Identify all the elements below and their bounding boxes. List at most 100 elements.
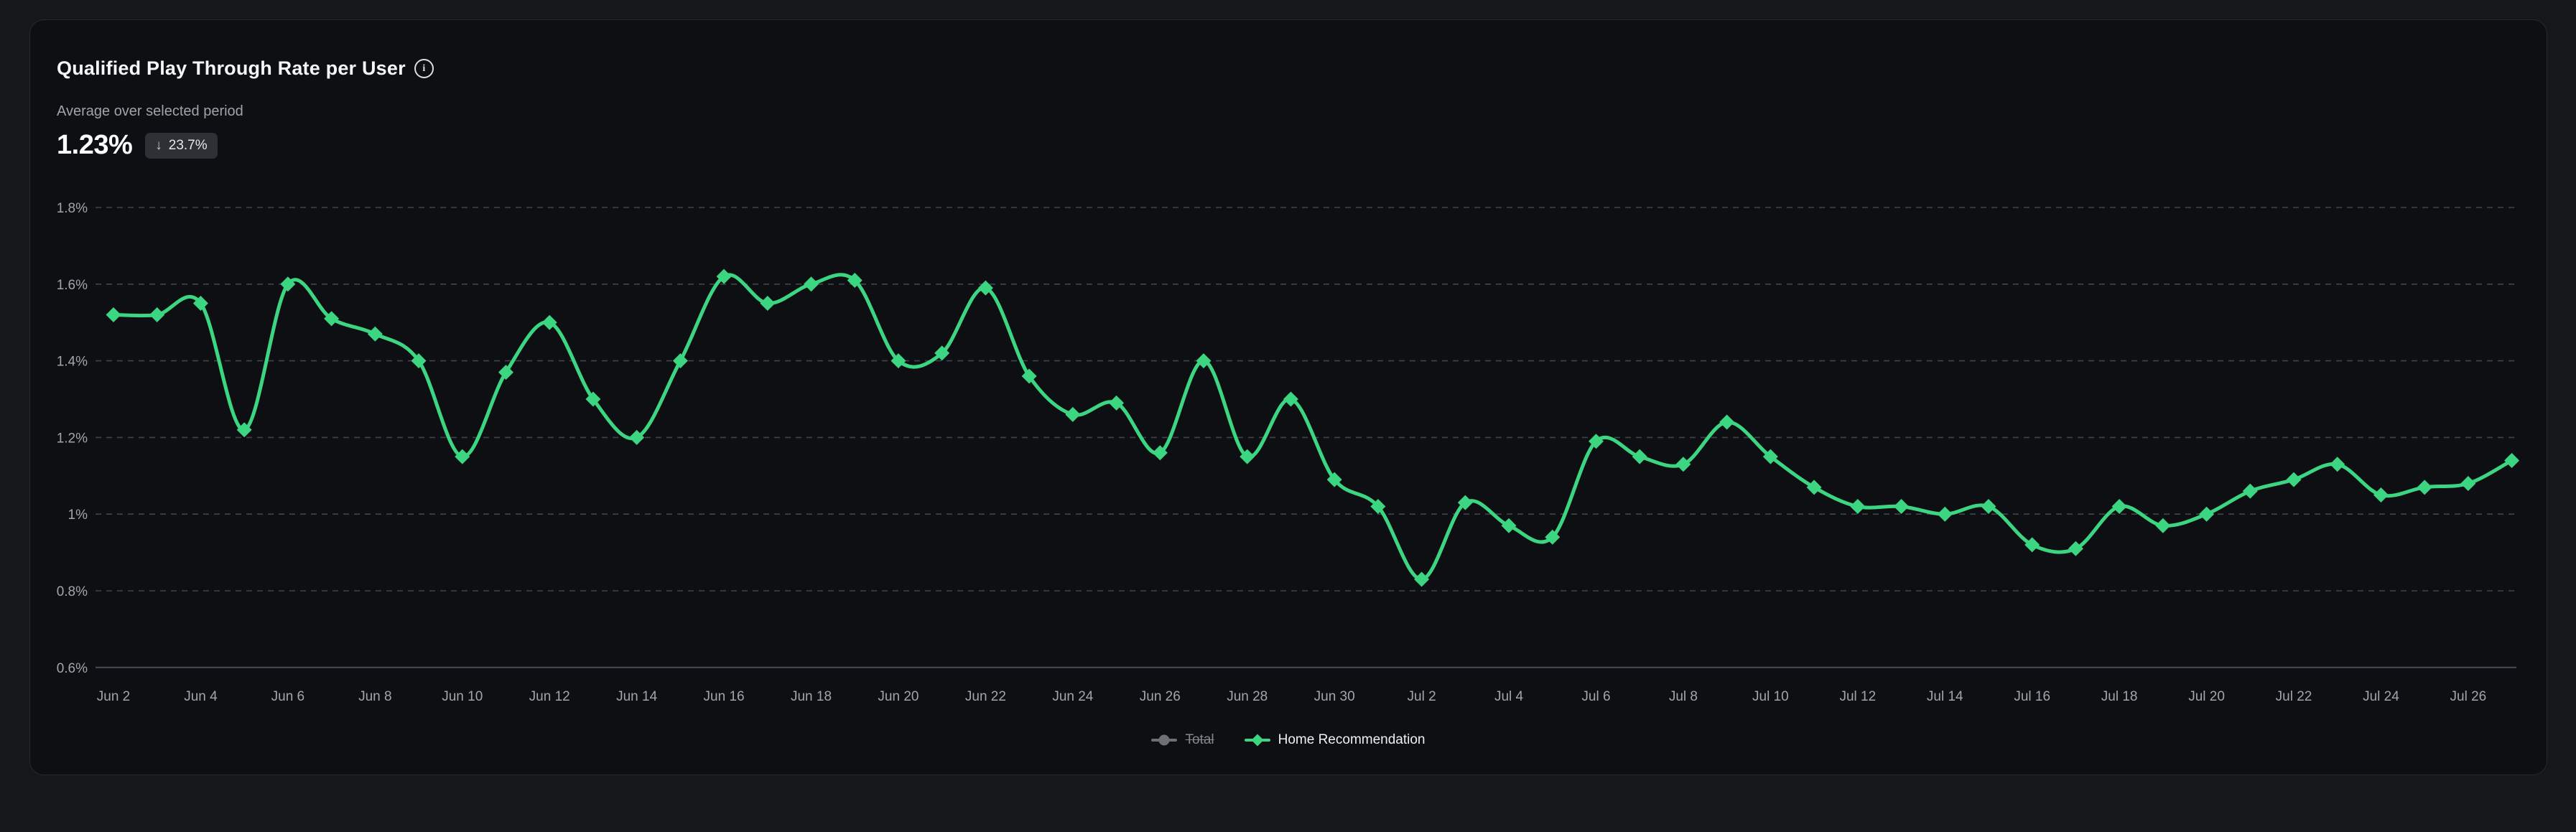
total-series-marker-icon bbox=[1151, 734, 1178, 746]
data-point-diamond[interactable] bbox=[367, 326, 383, 342]
x-axis-tick-label: Jul 4 bbox=[1494, 689, 1524, 704]
data-point-diamond[interactable] bbox=[236, 422, 252, 438]
data-point-diamond[interactable] bbox=[455, 449, 470, 464]
x-axis-tick-label: Jun 16 bbox=[704, 689, 745, 704]
x-axis-tick-label: Jun 2 bbox=[97, 689, 130, 704]
data-point-diamond[interactable] bbox=[891, 353, 906, 369]
data-point-diamond[interactable] bbox=[1632, 449, 1647, 464]
x-axis-tick-label: Jun 12 bbox=[529, 689, 570, 704]
data-point-diamond[interactable] bbox=[1850, 499, 1866, 515]
data-point-diamond[interactable] bbox=[716, 268, 732, 284]
home-recommendation-line bbox=[111, 273, 2514, 581]
data-point-diamond[interactable] bbox=[1588, 434, 1604, 449]
x-axis-tick-label: Jul 26 bbox=[2450, 689, 2487, 704]
x-axis-tick-label: Jun 30 bbox=[1314, 689, 1355, 704]
data-point-diamond[interactable] bbox=[2111, 499, 2127, 515]
data-point-diamond[interactable] bbox=[1719, 414, 1735, 430]
data-point-diamond[interactable] bbox=[1109, 395, 1125, 411]
y-axis-tick-label: 1.2% bbox=[57, 431, 88, 446]
x-axis-tick-label: Jun 10 bbox=[442, 689, 483, 704]
data-point-diamond[interactable] bbox=[2460, 475, 2476, 491]
delta-badge: ↓ 23.7% bbox=[145, 132, 218, 159]
x-axis-tick-label: Jun 18 bbox=[791, 689, 832, 704]
data-point-diamond[interactable] bbox=[1370, 499, 1386, 515]
info-icon[interactable]: i bbox=[414, 59, 434, 78]
data-point-diamond[interactable] bbox=[1545, 529, 1561, 545]
data-point-diamond[interactable] bbox=[2068, 541, 2083, 556]
x-axis-tick-label: Jun 28 bbox=[1227, 689, 1268, 704]
data-point-diamond[interactable] bbox=[1894, 499, 1910, 515]
data-point-diamond[interactable] bbox=[585, 391, 601, 407]
legend-label-home-recommendation: Home Recommendation bbox=[1278, 732, 1426, 747]
page-title: Qualified Play Through Rate per User bbox=[57, 57, 406, 79]
data-point-diamond[interactable] bbox=[1457, 495, 1473, 510]
x-axis-tick-label: Jul 10 bbox=[1752, 689, 1789, 704]
data-point-diamond[interactable] bbox=[934, 345, 950, 361]
data-point-diamond[interactable] bbox=[2024, 537, 2040, 553]
data-point-diamond[interactable] bbox=[1240, 449, 1255, 464]
data-point-diamond[interactable] bbox=[1326, 472, 1342, 487]
data-point-diamond[interactable] bbox=[411, 353, 427, 369]
x-axis-tick-label: Jul 20 bbox=[2188, 689, 2225, 704]
data-point-diamond[interactable] bbox=[760, 296, 776, 311]
data-point-diamond[interactable] bbox=[149, 307, 165, 323]
legend-item-home-recommendation[interactable]: Home Recommendation bbox=[1244, 732, 1426, 748]
data-point-diamond[interactable] bbox=[2242, 483, 2258, 499]
x-axis-tick-label: Jun 14 bbox=[616, 689, 657, 704]
data-point-diamond[interactable] bbox=[1283, 391, 1298, 407]
data-point-diamond[interactable] bbox=[672, 353, 688, 369]
data-point-diamond[interactable] bbox=[1675, 457, 1691, 472]
data-point-diamond[interactable] bbox=[280, 276, 296, 292]
data-point-diamond[interactable] bbox=[1981, 499, 1996, 515]
delta-value: 23.7% bbox=[168, 137, 208, 153]
x-axis-tick-label: Jun 22 bbox=[965, 689, 1006, 704]
data-point-diamond[interactable] bbox=[498, 365, 513, 380]
data-point-diamond[interactable] bbox=[1937, 506, 1953, 522]
data-point-diamond[interactable] bbox=[2417, 480, 2432, 495]
x-axis-tick-label: Jun 6 bbox=[271, 689, 304, 704]
data-point-diamond[interactable] bbox=[2373, 487, 2389, 503]
chart-svg: 1.8% 1.6% 1.4% 1.2% 1% 0.8% 0.6% Jun 2 Jun 4 Jun … bbox=[57, 201, 2520, 704]
data-point-diamond[interactable] bbox=[324, 311, 340, 327]
x-axis-tick-label: Jun 20 bbox=[878, 689, 919, 704]
data-point-diamond[interactable] bbox=[2504, 452, 2520, 468]
x-axis-tick-label: Jul 18 bbox=[2101, 689, 2138, 704]
data-point-diamond[interactable] bbox=[1806, 480, 1822, 495]
chart-legend: Total Home Recommendation bbox=[30, 732, 2547, 748]
data-point-diamond[interactable] bbox=[1762, 449, 1778, 464]
y-axis-tick-label: 1.6% bbox=[57, 278, 88, 293]
data-point-diamond[interactable] bbox=[1414, 571, 1430, 587]
x-axis-tick-label: Jun 26 bbox=[1140, 689, 1181, 704]
data-point-diamond[interactable] bbox=[977, 280, 993, 296]
x-axis-tick-label: Jun 8 bbox=[358, 689, 391, 704]
data-point-diamond[interactable] bbox=[106, 307, 121, 323]
y-axis-tick-label: 1.4% bbox=[57, 355, 88, 370]
x-axis-tick-label: Jul 14 bbox=[1927, 689, 1963, 704]
x-axis-tick-label: Jul 6 bbox=[1581, 689, 1610, 704]
data-point-diamond[interactable] bbox=[629, 429, 645, 445]
data-point-diamond[interactable] bbox=[2199, 506, 2215, 522]
data-point-diamond[interactable] bbox=[1152, 445, 1168, 461]
x-axis-tick-label: Jul 8 bbox=[1669, 689, 1698, 704]
legend-item-total[interactable]: Total bbox=[1151, 732, 1214, 748]
data-point-diamond[interactable] bbox=[2286, 472, 2302, 487]
legend-label-total: Total bbox=[1185, 732, 1214, 747]
data-point-diamond[interactable] bbox=[1501, 518, 1517, 533]
data-point-diamond[interactable] bbox=[2330, 457, 2345, 472]
data-point-diamond[interactable] bbox=[1196, 353, 1212, 369]
data-point-diamond[interactable] bbox=[1065, 406, 1081, 422]
data-point-diamond[interactable] bbox=[192, 296, 208, 311]
x-axis-tick-label: Jul 16 bbox=[2014, 689, 2050, 704]
x-axis-tick-label: Jul 24 bbox=[2363, 689, 2399, 704]
data-point-diamond[interactable] bbox=[804, 276, 819, 292]
x-axis-tick-label: Jul 22 bbox=[2276, 689, 2312, 704]
data-point-diamond[interactable] bbox=[2155, 518, 2171, 533]
x-axis-tick-label: Jul 12 bbox=[1839, 689, 1876, 704]
data-point-diamond[interactable] bbox=[1021, 368, 1037, 384]
x-axis-tick-label: Jun 24 bbox=[1052, 689, 1093, 704]
data-point-diamond[interactable] bbox=[847, 272, 862, 288]
metric-value: 1.23% bbox=[57, 130, 133, 160]
metric-subtitle: Average over selected period bbox=[57, 103, 243, 119]
data-point-diamond[interactable] bbox=[541, 314, 557, 330]
metric-card: 1.8% 1.6% 1.4% 1.2% 1% 0.8% 0.6% Jun 2 Jun 4 Jun … bbox=[29, 19, 2547, 775]
